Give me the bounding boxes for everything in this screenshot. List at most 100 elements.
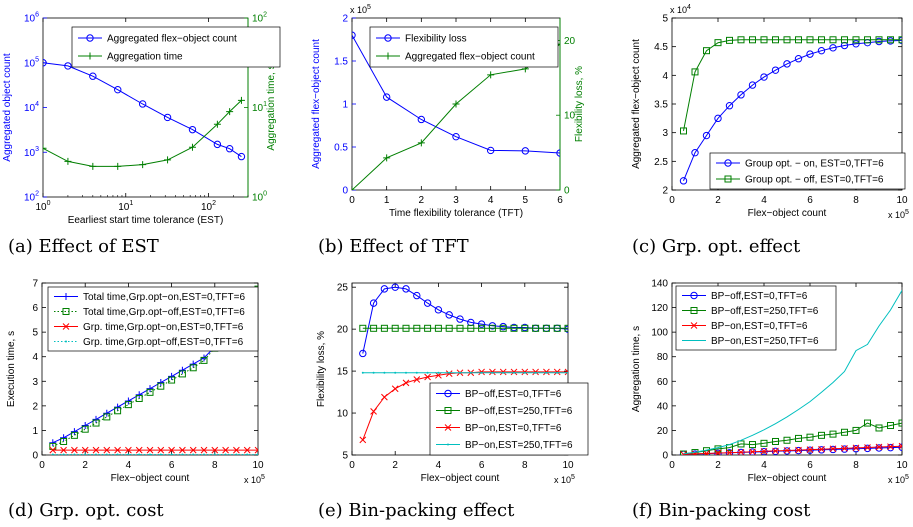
data-point-d-1 [92, 419, 100, 427]
data-point-e-1 [445, 324, 453, 332]
data-point-d-3 [95, 453, 97, 455]
data-point-d-3 [192, 453, 195, 455]
y-axis-label-b: Aggregated flex−object count [311, 39, 322, 169]
chart-e: 0 2 4 6 8 10 5 10 15 20 25 Flex−object count Flexibi… [316, 282, 589, 485]
data-point-d-2 [168, 446, 175, 454]
data-point-d-2 [135, 446, 143, 454]
data-point-d-2 [49, 446, 57, 454]
data-point-e-3 [556, 371, 559, 374]
series-layer-f [679, 290, 902, 455]
data-point-d-3 [62, 453, 65, 455]
data-point-e-2 [391, 385, 399, 393]
data-point-e-3 [502, 371, 505, 374]
data-point-e-1 [456, 324, 464, 332]
legend-marker-b [384, 52, 392, 60]
data-point-d-3 [203, 453, 205, 455]
data-point-e-3 [545, 371, 548, 374]
x-tick-label-d: 2 [82, 460, 88, 471]
data-point-d-1 [157, 382, 165, 390]
legend-b: Flexibility loss Aggregated flex−object c… [369, 26, 559, 68]
data-point-c-1 [714, 39, 722, 47]
series-line-b-0 [352, 34, 560, 154]
data-point-a-0 [188, 125, 197, 134]
data-point-c-1 [703, 47, 710, 55]
data-point-d-0 [200, 354, 208, 362]
data-point-d-1 [114, 407, 122, 415]
data-point-e-3 [523, 371, 526, 374]
x-tick-label-c: 6 [807, 195, 813, 206]
x-tick-label-c: 8 [853, 195, 859, 206]
data-point-e-0 [456, 315, 464, 323]
data-point-f-0 [829, 445, 837, 454]
data-point-c-1 [760, 36, 768, 44]
data-point-d-2 [114, 446, 121, 454]
x-tick-label-d: 10 [252, 460, 264, 471]
data-point-d-3 [73, 453, 76, 455]
data-point-c-1 [818, 36, 825, 44]
data-point-d-0 [60, 434, 68, 442]
data-point-d-1 [189, 364, 197, 372]
y-tick-label-f: 120 [651, 303, 668, 314]
x-tick-label-e: 2 [392, 460, 398, 471]
legend-label-c: Group opt. − off, EST=0,TFT=6 [745, 175, 884, 186]
data-point-d-3 [127, 453, 130, 455]
data-point-d-0 [49, 439, 57, 447]
x-tick-label-d: 8 [212, 460, 218, 471]
x-tick-label-a: 101 [118, 200, 133, 213]
data-point-d-2 [222, 446, 229, 454]
series-line-a-0 [43, 62, 242, 158]
data-point-c-1 [737, 36, 745, 44]
x-tick-label-d: 0 [39, 460, 45, 471]
data-point-c-0 [852, 40, 860, 48]
y-tick-label-a: 105 [24, 56, 39, 69]
data-point-e-0 [477, 320, 486, 328]
data-point-d-2 [71, 446, 78, 454]
x-tick-label-d: 4 [126, 460, 132, 471]
data-point-f-2 [829, 445, 837, 453]
y-tick-label-a: 103 [24, 146, 39, 159]
data-point-d-3 [213, 453, 216, 455]
legend-label-c: Group opt. − on, EST=0,TFT=6 [745, 159, 884, 170]
data-point-d-1 [60, 437, 68, 445]
data-point-f-2 [898, 442, 902, 450]
series-layer-a [43, 59, 246, 170]
data-point-f-2 [772, 447, 779, 455]
x-axis-label-d: Flex−object count [111, 473, 190, 484]
legend-a: Aggregated flex−object count Aggregation … [71, 26, 281, 68]
y-tick-label-d: 7 [32, 279, 38, 290]
data-point-e-1 [391, 324, 399, 332]
caption-c: (c) Grp. opt. effect [632, 236, 801, 257]
data-point-f-0 [875, 444, 883, 452]
x-tick-label-a: 102 [201, 200, 216, 213]
y-tick-label-d: 2 [32, 401, 38, 412]
data-point-c-0 [794, 55, 803, 63]
data-point-c-1 [852, 36, 860, 44]
data-point-d-0 [178, 366, 186, 374]
legend-marker-e [447, 443, 449, 446]
y2-axis-label-a: Aggregation time, s [266, 64, 277, 150]
y-axis-label-d: Execution time, s [6, 331, 17, 407]
y-tick-label-c: 4 [662, 71, 668, 82]
x-tick-label-b: 1 [384, 195, 390, 206]
x-tick-label-c: 4 [761, 195, 767, 206]
data-point-a-0 [237, 152, 246, 161]
legend-marker-f [690, 291, 698, 300]
data-point-e-3 [405, 371, 407, 374]
legend-label-d: Grp. time,Grp.opt−off,EST=0,TFT=6 [83, 337, 244, 348]
data-point-e-0 [445, 311, 453, 319]
x-exponent-e: x 105 [554, 474, 575, 485]
series-layer-c [679, 36, 902, 185]
x-tick-label-e: 0 [349, 460, 355, 471]
data-point-e-2 [370, 408, 377, 415]
data-point-f-2 [852, 444, 860, 452]
legend-marker-e [444, 407, 452, 414]
data-point-d-3 [181, 453, 184, 455]
data-point-d-2 [125, 446, 132, 454]
y2-tick-label-a: 100 [252, 191, 267, 204]
data-point-e-1 [467, 324, 475, 332]
data-point-c-1 [898, 36, 902, 44]
series-layer-e [359, 283, 568, 444]
data-point-a-0 [114, 85, 122, 94]
data-point-e-3 [469, 371, 472, 374]
